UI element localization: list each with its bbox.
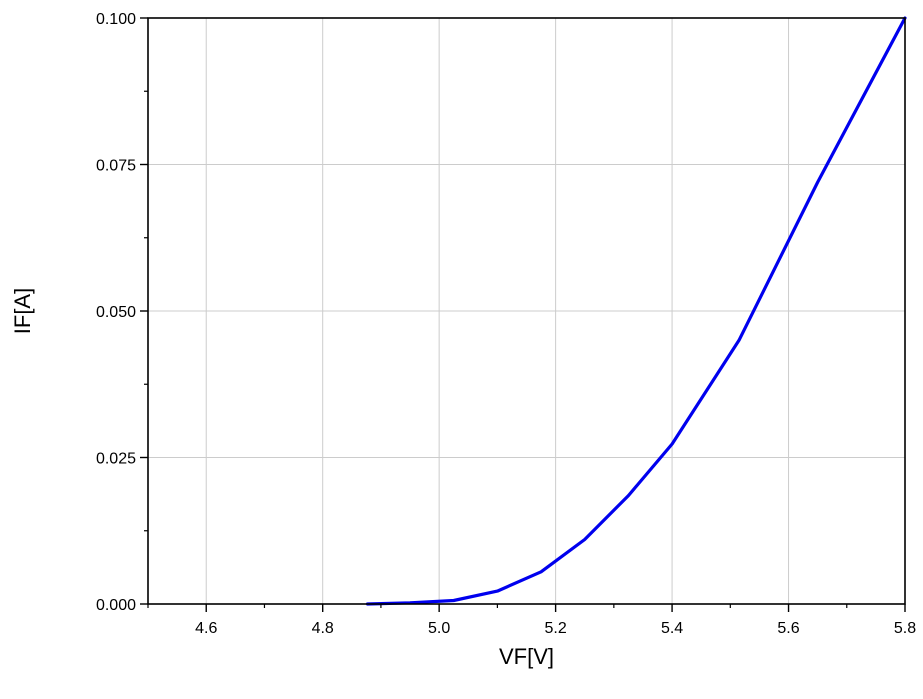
grid-lines <box>148 17 906 605</box>
x-tick-label: 5.0 <box>428 620 450 637</box>
x-tick-label: 5.8 <box>894 620 916 637</box>
y-axis-title: IF[A] <box>10 288 35 334</box>
tick-labels: 4.6 4.8 5.0 5.2 5.4 5.6 5.8 0.000 0.025 0.050 0.07… <box>96 11 916 637</box>
y-tick-label: 0.100 <box>96 11 136 28</box>
series-layer <box>365 16 907 606</box>
x-axis-title: VF[V] <box>499 644 554 669</box>
y-tick-label: 0.000 <box>96 597 136 614</box>
y-tick-label: 0.050 <box>96 304 136 321</box>
x-tick-label: 4.6 <box>195 620 217 637</box>
y-tick-label: 0.025 <box>96 451 136 468</box>
x-tick-label: 4.8 <box>312 620 334 637</box>
x-tick-label: 5.6 <box>777 620 799 637</box>
y-tick-label: 0.075 <box>96 158 136 175</box>
x-tick-label: 5.2 <box>544 620 566 637</box>
tick-marks <box>140 17 906 612</box>
series-line <box>365 16 907 606</box>
x-tick-label: 5.4 <box>661 620 683 637</box>
